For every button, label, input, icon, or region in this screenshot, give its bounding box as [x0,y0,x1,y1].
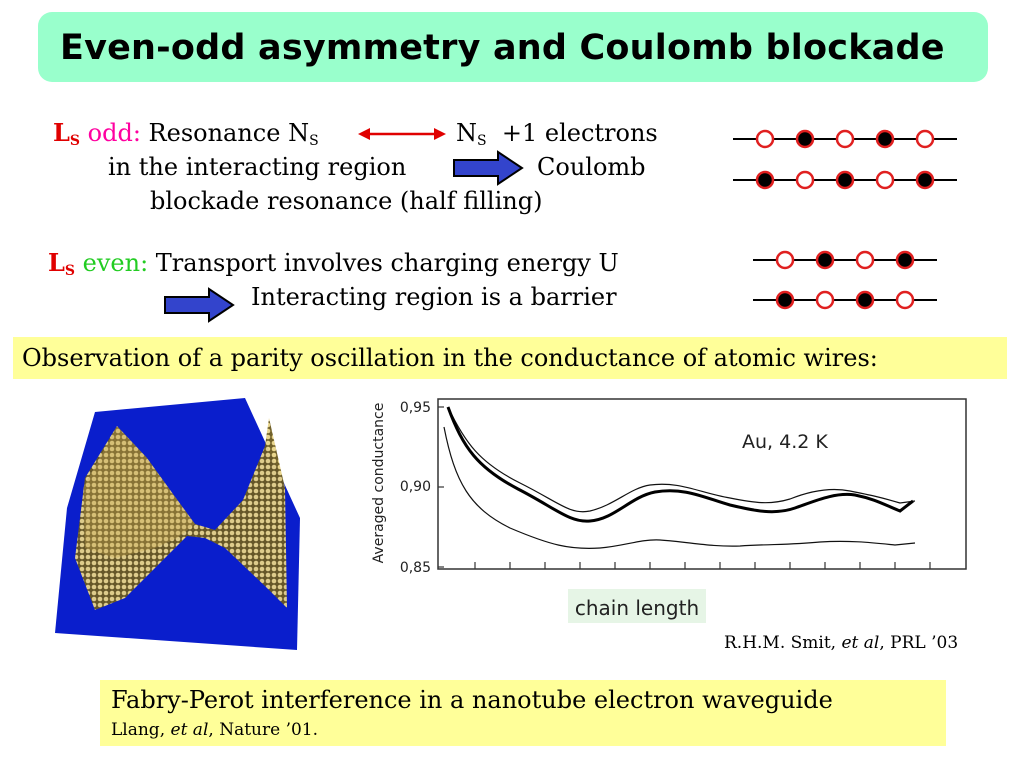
upper-curve [447,406,916,513]
odd-line-2b: Coulomb [537,153,646,181]
filled-site-icon [855,290,875,310]
empty-site-icon [855,250,875,270]
observation-banner [13,337,1007,379]
implies-arrow-icon [453,150,524,186]
odd-line-2a: in the interacting region [108,153,407,181]
empty-site-icon [815,290,835,310]
title-banner [38,12,988,82]
citation-llang: Llang, et al, Nature ’01. [111,720,319,740]
mean-curve [446,406,914,523]
empty-site-icon [795,170,815,190]
conductance-plot: Averaged conductance 0,95 0,90 0,85 Au, … [371,398,967,623]
plot-tick-095: 0,95 [400,400,431,416]
observation-text: Observation of a parity oscillation in t… [22,344,878,372]
ls-label-even: LS [48,248,75,279]
electron-chain-diagrams [733,129,957,310]
even-line-1: LS even: Transport involves charging ene… [48,248,619,279]
filled-site-icon [875,129,895,149]
odd-line-1: LS odd: Resonance NS [53,118,319,149]
filled-site-icon [815,250,835,270]
filled-site-icon [915,170,935,190]
empty-site-icon [755,129,775,149]
empty-site-icon [875,170,895,190]
ls-label: LS [53,118,80,149]
even-keyword: even: [82,249,149,277]
atomic-wire-simulation-image [55,398,300,650]
odd-line-3: blockade resonance (half filling) [150,187,543,215]
empty-site-icon [915,129,935,149]
plot-ylabel: Averaged conductance [371,403,387,564]
empty-site-icon [775,250,795,270]
filled-site-icon [755,170,775,190]
filled-site-icon [895,250,915,270]
fabry-perot-title: Fabry-Perot interference in a nanotube e… [111,686,833,714]
plot-tick-090: 0,90 [400,479,431,495]
filled-site-icon [775,290,795,310]
fabry-perot-banner [100,680,946,746]
even-line-2: Interacting region is a barrier [251,283,617,311]
filled-site-icon [835,170,855,190]
plot-tick-085: 0,85 [400,560,431,576]
plot-xlabel: chain length [575,596,699,620]
double-headed-arrow-icon [358,128,446,140]
odd-electrons-text: NS +1 electrons [456,119,658,149]
implies-arrow-icon-2 [164,287,235,323]
lower-curve [443,426,916,549]
plot-annotation: Au, 4.2 K [742,431,828,453]
odd-resonance-text: Resonance NS [148,119,319,149]
filled-site-icon [795,129,815,149]
slide-title: Even-odd asymmetry and Coulomb blockade [60,28,945,68]
odd-keyword: odd: [87,119,141,147]
citation-smit: R.H.M. Smit, et al, PRL ’03 [724,633,959,653]
empty-site-icon [835,129,855,149]
empty-site-icon [895,290,915,310]
